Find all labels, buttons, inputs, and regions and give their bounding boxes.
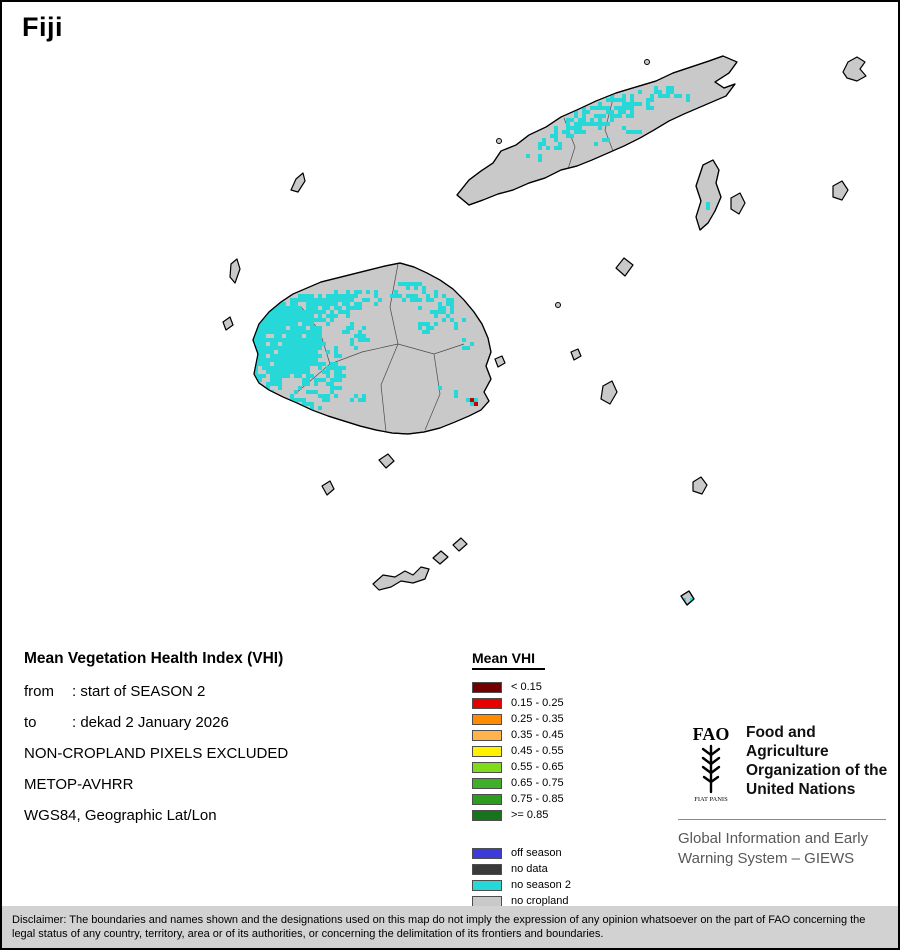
legend-row: 0.15 - 0.25 [472,695,571,711]
legend-color-swatch [472,879,502,891]
legend-row: off season [472,845,571,861]
legend-label: 0.45 - 0.55 [511,745,564,757]
legend-color-swatch [472,745,502,757]
legend-row: no season 2 [472,877,571,893]
info-line-value: : dekad 2 January 2026 [72,714,229,731]
fao-block: FAO FIAT PANIS Food and Agriculture Orga… [685,722,898,802]
legend-color-swatch [472,761,502,773]
info-line-value: : start of SEASON 2 [72,683,206,700]
legend-label: 0.15 - 0.25 [511,697,564,709]
island-qamea [730,192,746,215]
island-beqa [378,453,395,469]
legend-label: >= 0.85 [511,809,549,821]
legend-label: 0.55 - 0.65 [511,761,564,773]
map-info-lines: from : start of SEASON 2 to : dekad 2 Janua… [24,683,288,824]
legend-row: 0.25 - 0.35 [472,711,571,727]
info-line-label: to [24,714,37,731]
legend-row: 0.75 - 0.85 [472,791,571,807]
legend-row: 0.55 - 0.65 [472,759,571,775]
giews-caption-line: Warning System – GIEWS [678,850,855,867]
legend-color-swatch [472,729,502,741]
legend-label: no season 2 [511,879,571,891]
legend-row: 0.65 - 0.75 [472,775,571,791]
legend-row: < 0.15 [472,679,571,695]
legend-label: off season [511,847,562,859]
legend-label: < 0.15 [511,681,542,693]
giews-caption-line: Global Information and Early [678,830,869,847]
info-line: WGS84, Geographic Lat/Lon [24,807,217,824]
island-moala [692,476,708,495]
island-taveuni [695,159,722,231]
legend-row: no data [472,861,571,877]
legend-title: Mean VHI [472,650,546,670]
legend-label: no cropland [511,895,569,907]
legend-label: 0.25 - 0.35 [511,713,564,725]
legend-color-swatch [472,847,502,859]
fao-org-name-line: United Nations [746,781,856,798]
island-nairai [570,348,582,361]
divider-line [678,819,886,820]
info-line-label: from [24,683,54,700]
legend-row: 0.45 - 0.55 [472,743,571,759]
legend-color-swatch [472,697,502,709]
vhi-pixels-vanua-levu [526,86,690,162]
map-info-heading: Mean Vegetation Health Index (VHI) [24,650,284,667]
islet-dot [555,302,561,308]
fao-motto: FIAT PANIS [694,796,728,802]
fao-org-name-line: Food and Agriculture [746,724,829,760]
vhi-pixels-taveuni [706,202,710,210]
legend-class-rows: < 0.15 0.15 - 0.25 0.25 - 0.35 0.35 - 0.45 0… [472,679,571,823]
info-line: from : start of SEASON 2 [24,683,288,700]
legend-row: >= 0.85 [472,807,571,823]
fao-logo-letters: FAO [693,724,730,744]
fao-org-name-line: Organization of the [746,762,888,779]
island-ono-east [452,537,468,552]
island-koro [615,257,634,277]
island-gau [600,380,618,405]
wheat-ear-icon [701,744,721,794]
island-vanua-balavu [842,56,867,82]
islet-dot [496,138,502,144]
map-info-block: Mean Vegetation Health Index (VHI) from:… [24,650,288,838]
legend-color-swatch [472,793,502,805]
info-line: METOP-AVHRR [24,776,134,793]
legend-color-swatch [472,863,502,875]
island-waya [229,258,241,284]
fao-org-name: Food and Agriculture Organization of the… [746,722,898,802]
info-line: NON-CROPLAND PIXELS EXCLUDED [24,745,289,762]
fao-logo: FAO FIAT PANIS [693,724,730,802]
legend: Mean VHI < 0.15 0.15 - 0.25 0.25 - 0.35 0.3… [472,650,571,909]
legend-row: 0.35 - 0.45 [472,727,571,743]
island-yasawa [290,172,306,193]
fiji-map [222,55,867,606]
disclaimer-bar: Disclaimer: The boundaries and names sho… [2,906,898,948]
legend-label: 0.65 - 0.75 [511,777,564,789]
island-vanua-levu [456,55,738,206]
page-title: Fiji [22,12,63,42]
legend-label: 0.35 - 0.45 [511,729,564,741]
island-vatulele [321,480,335,496]
island-ovalau [494,355,506,368]
province-boundaries [294,94,615,433]
legend-color-swatch [472,809,502,821]
islet-dot [644,59,650,65]
info-line: to : dekad 2 January 2026 [24,714,288,731]
disclaimer-text: Disclaimer: The boundaries and names sho… [12,914,866,940]
island-mamanuca [222,316,234,331]
legend-color-swatch [472,777,502,789]
island-ono [432,550,449,565]
island-cicia [832,180,849,201]
legend-color-swatch [472,895,502,907]
legend-status-rows: off season no data no season 2 no cropland [472,845,571,909]
legend-label: no data [511,863,548,875]
legend-color-swatch [472,713,502,725]
legend-label: 0.75 - 0.85 [511,793,564,805]
giews-caption: Global Information and Early Warning Sys… [678,829,868,869]
legend-color-swatch [472,681,502,693]
island-kadavu [372,566,430,591]
